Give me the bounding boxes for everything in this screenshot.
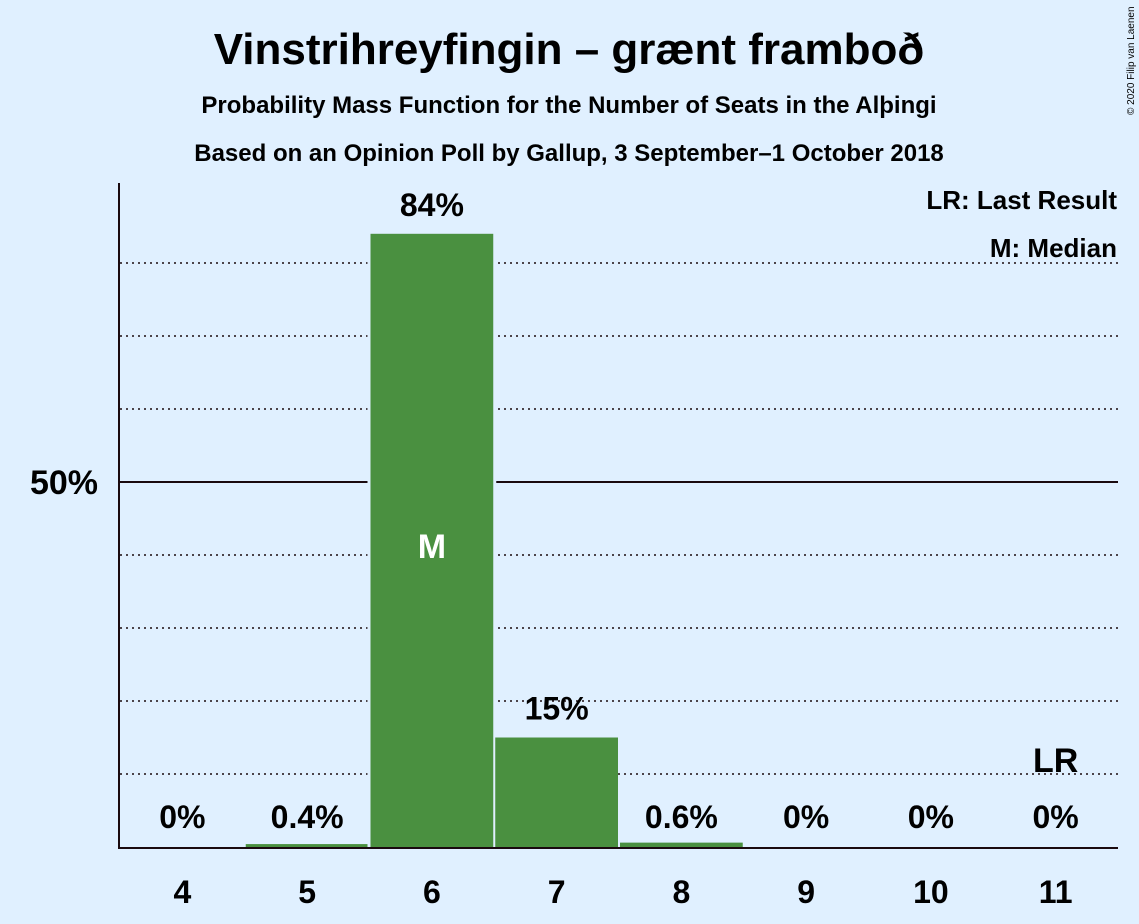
last-result-marker: LR xyxy=(1033,742,1078,780)
bar-slot-7 xyxy=(494,230,619,244)
copyright-note: © 2020 Filip van Laenen xyxy=(1126,6,1137,115)
bar-slot-10 xyxy=(869,230,994,244)
legend-last-result: LR: Last Result xyxy=(926,185,1117,215)
x-tick-labels: 4 5 6 7 8 9 10 11 xyxy=(173,874,1072,910)
x-tick-label-8: 8 xyxy=(672,874,690,910)
chart-title: Vinstrihreyfingin – grænt framboð xyxy=(214,25,925,74)
x-tick-label-6: 6 xyxy=(423,874,441,910)
bar-slot-8 xyxy=(619,230,744,244)
y-tick-label-50: 50% xyxy=(30,464,98,502)
x-tick-label-7: 7 xyxy=(548,874,566,910)
x-tick-label-5: 5 xyxy=(298,874,316,910)
bar-labels: 0% 0.4% 84% 15% 0.6% 0% 0% 0% xyxy=(159,187,1079,835)
bar-8 xyxy=(620,842,743,847)
chart-subtitle: Probability Mass Function for the Number… xyxy=(201,92,936,119)
bar-7 xyxy=(495,737,618,847)
bar-value-label-10: 0% xyxy=(908,799,954,835)
bar-slot-9 xyxy=(744,230,869,244)
bar-5 xyxy=(245,844,369,847)
bar-value-label-6: 84% xyxy=(400,187,464,223)
bar-slot-4 xyxy=(120,230,245,244)
bar-slot-5 xyxy=(245,230,370,244)
chart-subtitle-poll: Based on an Opinion Poll by Gallup, 3 Se… xyxy=(194,140,944,167)
bar-value-label-7: 15% xyxy=(525,691,589,727)
bar-value-label-4: 0% xyxy=(159,799,205,835)
bar-value-label-5: 0.4% xyxy=(271,799,344,835)
median-marker: M xyxy=(418,528,446,566)
bars xyxy=(120,230,994,848)
x-tick-label-4: 4 xyxy=(173,874,191,910)
x-tick-label-11: 11 xyxy=(1039,874,1073,910)
gridlines xyxy=(120,262,1118,775)
bar-value-label-11: 0% xyxy=(1033,799,1079,835)
legend-median: M: Median xyxy=(990,233,1117,263)
bar-value-label-8: 0.6% xyxy=(645,799,718,835)
x-tick-label-9: 9 xyxy=(797,874,815,910)
x-tick-label-10: 10 xyxy=(913,874,949,910)
bar-value-label-9: 0% xyxy=(783,799,829,835)
bar-6 xyxy=(370,233,494,848)
